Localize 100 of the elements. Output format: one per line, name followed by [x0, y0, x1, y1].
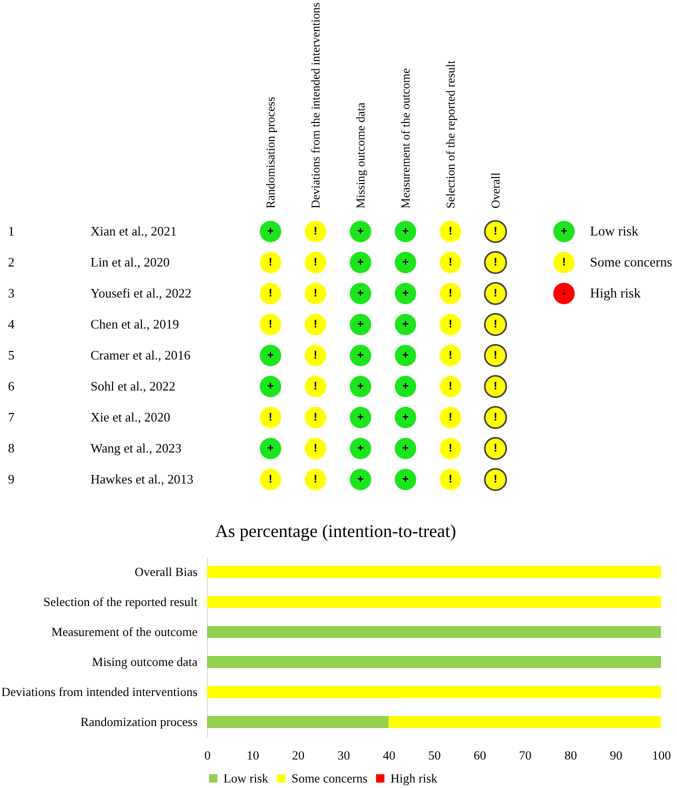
text: ! [494, 474, 498, 486]
text: + [357, 474, 364, 486]
text: ! [268, 412, 272, 424]
x-tick-label: 0 [204, 748, 211, 762]
x-tick-label: Deviations from the intended interventions [308, 2, 322, 208]
x-tick-label: 70 [519, 748, 532, 762]
x-tick-label: 80 [564, 748, 577, 762]
text: + [357, 256, 364, 268]
y2-tick-label: 1 [8, 224, 14, 238]
text: ! [314, 380, 318, 392]
x-tick-label: 50 [428, 748, 441, 762]
text: ! [314, 288, 318, 300]
x-tick-label: 90 [610, 748, 622, 762]
legend-label: High risk [390, 771, 438, 786]
text: ! [448, 226, 452, 238]
text: + [267, 442, 274, 454]
y2-tick-label: 8 [8, 440, 14, 456]
x-tick-label: Missing outcome data [354, 102, 368, 208]
text: + [357, 442, 364, 454]
text: ! [314, 474, 318, 486]
y-tick-label: Randomization process [80, 715, 198, 729]
x-tick-label: 40 [382, 748, 396, 762]
x-tick-label: 10 [246, 748, 260, 762]
y-tick-label: Sohl et al., 2022 [90, 378, 176, 394]
text: ! [494, 226, 498, 238]
text: ! [494, 412, 498, 424]
x-tick-label: Selection of the reported result [444, 60, 458, 208]
text: ! [494, 380, 498, 392]
text: ! [314, 318, 318, 330]
y-tick-label: Hawkes et al., 2013 [90, 472, 194, 486]
text: + [402, 474, 409, 486]
y-tick-label: Cramer et al., 2016 [90, 348, 191, 362]
y-tick-label: Wang et al., 2023 [90, 440, 182, 456]
text: ! [268, 474, 272, 486]
x-tick-label: 20 [292, 748, 305, 762]
text: + [357, 288, 364, 300]
text: + [402, 350, 409, 362]
text: + [267, 226, 274, 238]
text: ! [562, 256, 566, 268]
text: ! [314, 226, 318, 238]
text: ! [448, 474, 452, 486]
y2-tick-label: 9 [8, 472, 14, 486]
text: ! [448, 256, 452, 268]
text: ! [448, 318, 452, 330]
text: ! [448, 442, 452, 454]
x-tick-label: Overall [488, 172, 502, 208]
text: ! [314, 256, 318, 268]
x-tick-label: 60 [474, 748, 486, 762]
y-tick-label: Mising outcome data [92, 655, 198, 669]
text: + [357, 412, 364, 424]
text: ! [268, 318, 272, 330]
text: ! [494, 256, 498, 268]
text: ! [448, 288, 452, 300]
text: + [402, 256, 409, 268]
text: ! [448, 380, 452, 392]
y-tick-label: Measurement of the outcome [51, 625, 198, 639]
y2-tick-label: 6 [8, 378, 15, 394]
y-tick-label: Xian et al., 2021 [90, 224, 177, 238]
text: + [267, 380, 274, 392]
text: + [402, 442, 409, 454]
x-tick-label: Measurement of the outcome [398, 68, 412, 208]
y-tick-label: Xie et al., 2020 [90, 410, 170, 424]
y2-tick-label: 2 [8, 254, 14, 270]
y-tick-label: Overall Bias [134, 565, 198, 579]
y-tick-label: Yousefi et al., 2022 [90, 286, 192, 300]
text: ! [494, 288, 498, 300]
text: Some concerns [590, 254, 672, 270]
y2-tick-label: 7 [8, 410, 15, 424]
text: ! [448, 412, 452, 424]
text: ! [494, 318, 498, 330]
legend-label: Low risk [224, 771, 270, 786]
legend-label: Some concerns [292, 771, 368, 786]
text: + [560, 226, 568, 238]
text: + [402, 288, 409, 300]
y2-tick-label: 5 [8, 348, 14, 362]
text: ! [494, 350, 498, 362]
text: - [562, 288, 566, 300]
y2-tick-label: 3 [8, 286, 14, 300]
text: ! [494, 442, 498, 454]
text: ! [268, 288, 272, 300]
text: High risk [590, 286, 641, 300]
text: + [357, 350, 364, 362]
text: ! [314, 412, 318, 424]
text: ! [448, 350, 452, 362]
text: + [402, 380, 409, 392]
y2-tick-label: 4 [8, 316, 15, 332]
text: + [357, 380, 364, 392]
y-tick-label: Lin et al., 2020 [90, 254, 170, 270]
y-tick-label: Selection of the reported result [43, 595, 198, 609]
text: + [402, 226, 409, 238]
y-tick-label: Deviations from intended interventions [1, 685, 198, 699]
chart-title: As percentage (intention-to-treat) [215, 521, 456, 541]
text: Low risk [590, 224, 638, 238]
x-tick-label: Randomisation process [264, 96, 278, 208]
text: + [357, 318, 364, 330]
text: + [357, 226, 364, 238]
y-tick-label: Chen et al., 2019 [90, 316, 179, 332]
text: ! [314, 442, 318, 454]
text: + [402, 318, 409, 330]
text: ! [314, 350, 318, 362]
